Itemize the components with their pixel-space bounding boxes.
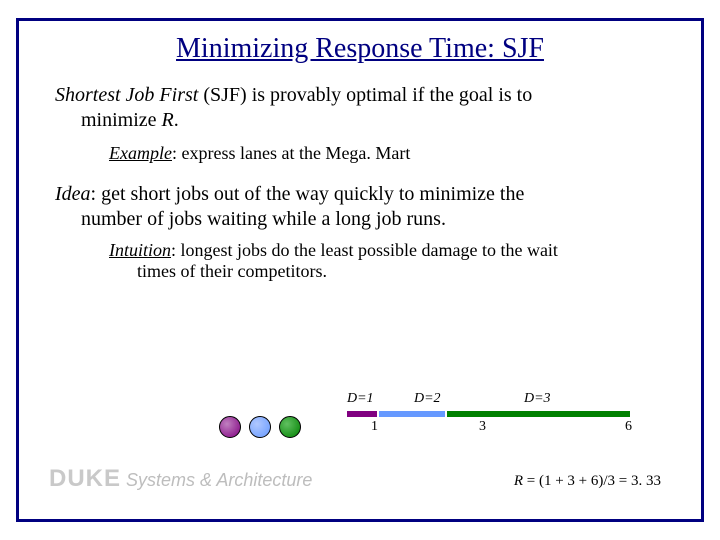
paragraph-1: Shortest Job First (SJF) is provably opt… xyxy=(55,83,665,133)
example-label: Example xyxy=(109,143,172,163)
para1-text-e: . xyxy=(174,109,179,131)
para1-text-c: minimize xyxy=(81,109,162,131)
intuition-text-b: times of their competitors. xyxy=(109,261,665,282)
slide-title: Minimizing Response Time: SJF xyxy=(19,33,701,65)
example-line: Example: express lanes at the Mega. Mart xyxy=(109,143,665,164)
footer-rest: Systems & Architecture xyxy=(121,470,312,490)
para2-text-b: : get short jobs out of the way quickly … xyxy=(91,183,525,205)
d-label-2: D=2 xyxy=(414,391,441,407)
d-label-1: D=1 xyxy=(347,391,374,407)
dot-blue xyxy=(249,416,271,438)
bar-blue xyxy=(379,411,445,417)
para1-r: R xyxy=(162,109,174,131)
para1-text-b: (SJF) is provably optimal if the goal is… xyxy=(198,84,532,106)
num-1: 1 xyxy=(371,419,378,435)
num-3: 3 xyxy=(479,419,486,435)
bar-purple xyxy=(347,411,377,417)
intuition-text-a: : longest jobs do the least possible dam… xyxy=(171,240,558,260)
dot-green xyxy=(279,416,301,438)
paragraph-2: Idea: get short jobs out of the way quic… xyxy=(55,182,665,232)
timeline-diagram: D=1 D=2 D=3 1 3 6 xyxy=(309,391,689,461)
sjf-term: Shortest Job First xyxy=(55,84,198,106)
slide-border: Minimizing Response Time: SJF Shortest J… xyxy=(16,18,704,522)
example-text: : express lanes at the Mega. Mart xyxy=(172,143,410,163)
formula-text: R = (1 + 3 + 6)/3 = 3. 33 xyxy=(514,473,661,490)
intuition-label: Intuition xyxy=(109,240,171,260)
num-6: 6 xyxy=(625,419,632,435)
footer: DUKE Systems & Architecture xyxy=(49,465,312,493)
d-label-3: D=3 xyxy=(524,391,551,407)
bar-green xyxy=(447,411,630,417)
intuition-line: Intuition: longest jobs do the least pos… xyxy=(109,240,665,282)
dot-purple xyxy=(219,416,241,438)
idea-label: Idea xyxy=(55,183,91,205)
footer-duke: DUKE xyxy=(49,465,121,492)
para2-text-c: number of jobs waiting while a long job … xyxy=(55,207,665,232)
